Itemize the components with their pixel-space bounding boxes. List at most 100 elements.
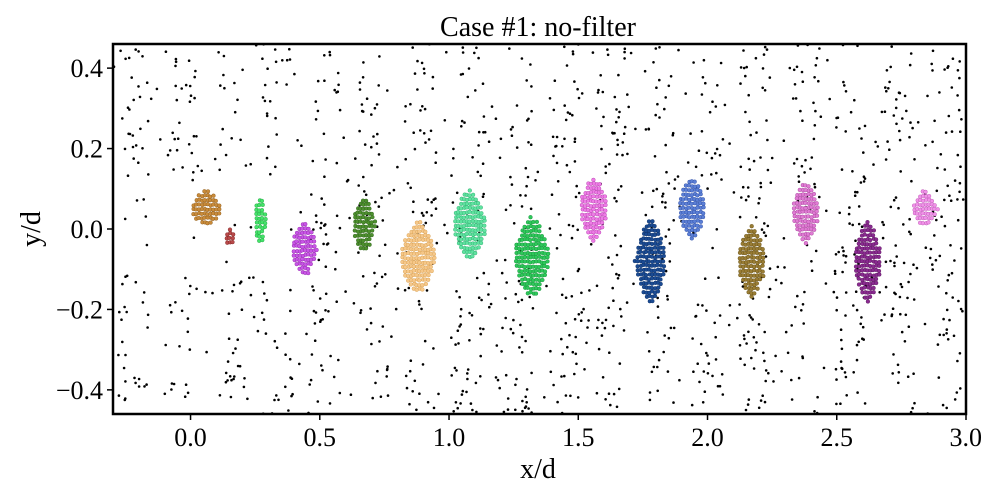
particle-point	[218, 168, 221, 172]
cluster-point	[369, 211, 374, 216]
cluster-point	[865, 220, 870, 225]
cluster-point	[803, 200, 808, 205]
particle-point	[751, 318, 754, 321]
particle-point	[575, 362, 578, 366]
particle-point	[432, 406, 436, 410]
particle-point	[686, 161, 690, 164]
particle-point	[173, 137, 176, 141]
cluster-point	[600, 225, 605, 230]
particle-point	[902, 261, 906, 265]
cluster-point	[473, 237, 478, 242]
particle-point	[718, 314, 722, 317]
particle-point	[763, 222, 766, 225]
cluster-point	[856, 276, 861, 281]
particle-point	[617, 188, 620, 192]
particle-point	[233, 110, 237, 114]
particle-point	[613, 95, 617, 99]
particle-point	[233, 223, 237, 227]
particle-point	[935, 189, 939, 193]
particle-point	[443, 223, 446, 227]
particle-point	[570, 295, 574, 298]
particle-point	[810, 269, 814, 273]
particle-point	[188, 100, 192, 103]
particle-point	[908, 230, 911, 234]
particle-point	[560, 293, 564, 297]
particle-point	[740, 196, 743, 199]
particle-point	[573, 317, 577, 321]
particle-point	[334, 267, 337, 271]
particle-point	[390, 335, 393, 338]
particle-point	[715, 171, 718, 175]
particle-point	[181, 166, 184, 169]
particle-point	[752, 367, 756, 370]
particle-point	[477, 144, 480, 147]
cluster-point	[542, 237, 547, 242]
cluster-point	[865, 299, 870, 304]
particle-point	[803, 290, 806, 294]
particle-point	[273, 398, 276, 402]
particle-point	[193, 96, 196, 100]
particle-point	[818, 195, 821, 199]
particle-point	[898, 138, 902, 142]
particle-point	[851, 223, 854, 227]
cluster-point	[749, 282, 754, 287]
particle-point	[172, 168, 175, 171]
particle-point	[576, 396, 580, 399]
cluster-point	[540, 277, 545, 283]
particle-point	[825, 209, 828, 213]
particle-point	[754, 216, 758, 219]
particle-point	[607, 306, 610, 310]
particle-point	[571, 52, 575, 56]
particle-point	[570, 236, 574, 240]
particle-point	[332, 375, 336, 379]
particle-point	[549, 370, 553, 374]
cluster-point	[459, 245, 464, 250]
particle-point	[520, 205, 524, 208]
particle-point	[644, 128, 648, 131]
particle-point	[361, 110, 365, 113]
particle-point	[434, 207, 438, 210]
particle-point	[943, 68, 946, 71]
particle-point	[611, 286, 614, 290]
particle-point	[759, 181, 762, 185]
particle-point	[473, 51, 476, 55]
particle-point	[337, 358, 340, 362]
cluster-point	[426, 277, 431, 282]
particle-point	[261, 280, 265, 284]
particle-point	[621, 141, 625, 144]
cluster-point	[254, 225, 259, 230]
particle-point	[912, 263, 915, 267]
particle-point	[267, 145, 270, 148]
particle-point	[616, 143, 620, 147]
cluster-point	[815, 219, 820, 224]
particle-point	[178, 121, 181, 125]
particle-point	[597, 88, 600, 92]
particle-point	[520, 335, 524, 339]
cluster-point	[754, 281, 759, 286]
particle-point	[840, 366, 843, 370]
particle-point	[797, 376, 801, 380]
particle-point	[479, 332, 483, 336]
particle-point	[706, 354, 709, 357]
particle-point	[563, 137, 566, 141]
particle-point	[561, 352, 564, 356]
particle-point	[956, 153, 960, 157]
cluster-point	[364, 198, 369, 203]
particle-point	[690, 403, 694, 407]
particle-point	[525, 401, 528, 404]
particle-point	[752, 336, 756, 339]
particle-point	[211, 291, 214, 295]
particle-point	[514, 408, 517, 412]
cluster-point	[420, 287, 425, 292]
particle-point	[880, 110, 884, 114]
particle-point	[615, 153, 619, 156]
particle-point	[223, 86, 226, 90]
particle-point	[672, 219, 675, 222]
cluster-point	[405, 242, 410, 247]
particle-point	[309, 378, 313, 382]
particle-point	[602, 115, 605, 119]
particle-point	[265, 156, 269, 160]
cluster-point	[638, 249, 643, 254]
cluster-point	[366, 216, 371, 221]
cluster-point	[312, 252, 317, 257]
